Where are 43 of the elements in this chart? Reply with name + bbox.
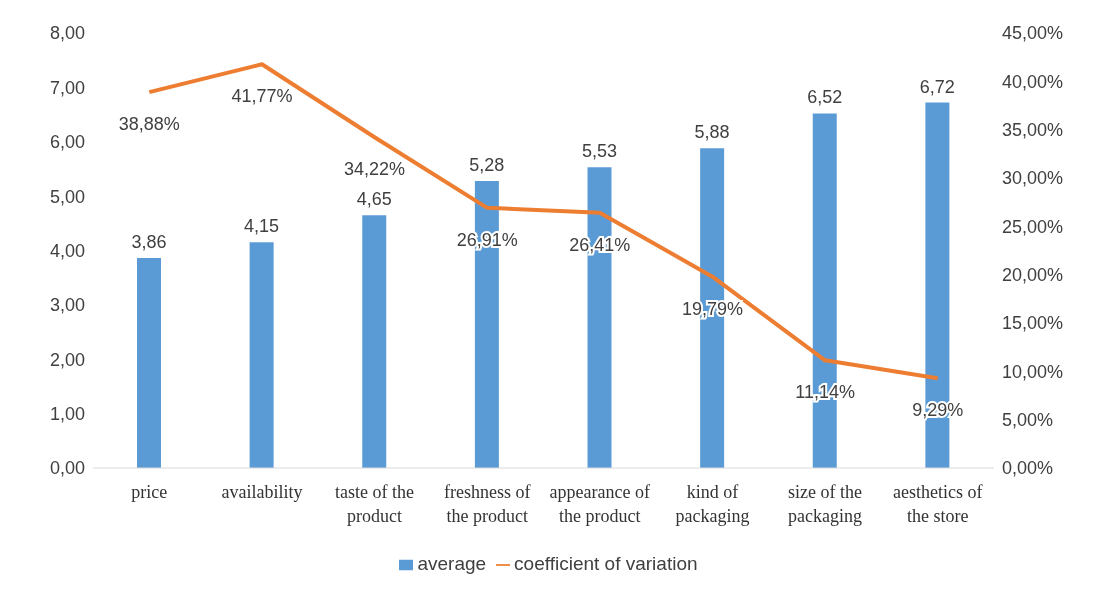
y-tick-label: 1,00 xyxy=(49,404,85,425)
y-tick-label: 7,00 xyxy=(49,77,85,98)
y2-tick-label: 15,00% xyxy=(1002,313,1064,334)
data-label: 4,65 xyxy=(356,189,392,210)
legend-label: coefficient of variation xyxy=(514,553,698,574)
data-label: 6,72 xyxy=(919,76,955,97)
data-label: 4,15 xyxy=(244,216,280,237)
data-label: 41,77% xyxy=(231,86,293,107)
y2-tick-label: 25,00% xyxy=(1002,216,1064,237)
y-tick-label: 8,00 xyxy=(49,23,85,44)
bar xyxy=(249,242,274,468)
x-tick-label: size of the packaging xyxy=(788,482,863,526)
y-tick-label: 0,00 xyxy=(49,458,85,479)
y-tick-label: 2,00 xyxy=(49,349,85,370)
y-tick-label: 4,00 xyxy=(49,240,85,261)
data-label: 5,28 xyxy=(469,154,505,175)
y-tick-label: 6,00 xyxy=(49,132,85,153)
data-label: 5,53 xyxy=(581,141,618,162)
data-label: 6,52 xyxy=(807,87,843,108)
y2-tick-label: 20,00% xyxy=(1002,265,1064,286)
y2-tick-label: 30,00% xyxy=(1002,168,1064,189)
y2-tick-label: 0,00% xyxy=(1002,458,1054,479)
x-tick-label: availability xyxy=(221,482,303,502)
y2-tick-label: 35,00% xyxy=(1002,120,1064,141)
legend-label: average xyxy=(417,553,487,574)
x-tick-label: price xyxy=(131,482,168,502)
x-tick-label: kind of packaging xyxy=(675,482,750,526)
data-label: 3,86 xyxy=(131,232,167,253)
y-tick-label: 5,00 xyxy=(49,186,85,207)
data-label: 38,88% xyxy=(118,114,180,135)
y2-tick-label: 40,00% xyxy=(1002,71,1064,92)
y2-tick-label: 45,00% xyxy=(1002,23,1064,44)
bar xyxy=(362,215,387,468)
y2-tick-label: 10,00% xyxy=(1002,361,1064,382)
data-label: 5,88 xyxy=(694,122,730,143)
data-label: 34,22% xyxy=(344,159,406,180)
y-tick-label: 3,00 xyxy=(49,295,85,316)
x-tick-label: taste of the product xyxy=(335,482,415,526)
x-tick-label: aesthetics of the store xyxy=(892,482,983,526)
y2-tick-label: 5,00% xyxy=(1002,410,1054,431)
bar xyxy=(137,258,161,468)
x-tick-label: freshness of the product xyxy=(443,482,531,526)
x-tick-label: appearance of the product xyxy=(549,482,651,526)
